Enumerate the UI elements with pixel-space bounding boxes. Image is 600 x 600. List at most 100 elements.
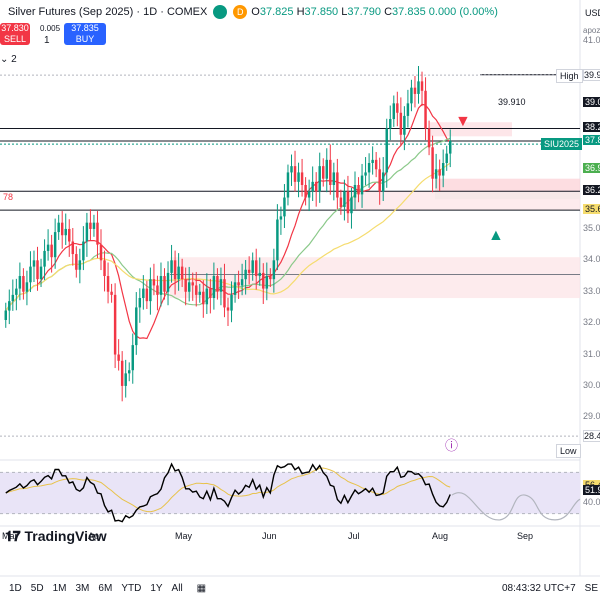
candle-body — [138, 298, 142, 308]
price-tick-35.6: 35.6 — [583, 204, 600, 215]
candle-body — [314, 181, 318, 192]
candle-body — [367, 163, 371, 173]
price-tick-36.9: 36.9 — [583, 163, 600, 174]
quantity-value[interactable]: 1 — [44, 35, 50, 46]
candle-body — [223, 279, 226, 308]
candle-body — [371, 159, 374, 164]
candle-body — [336, 172, 339, 198]
candle-body — [96, 222, 99, 245]
calendar-icon[interactable]: ▦ — [196, 582, 207, 594]
candle-body — [311, 181, 314, 192]
candle-body — [212, 276, 216, 299]
zone-1 — [435, 178, 580, 192]
flash-icon[interactable]: ⓘ — [445, 438, 459, 453]
tradingview-logo: 𝟏𝟕 TradingView — [5, 528, 107, 544]
candle-body — [413, 87, 417, 94]
candle-body — [78, 260, 82, 270]
price-tick-35.0: 35.0 — [583, 222, 600, 233]
spread-value: 0.005 — [40, 24, 61, 33]
symbol-tag: SIU2025 — [541, 138, 583, 150]
candle-body — [272, 260, 276, 280]
x-label-apr: Apr — [88, 531, 103, 541]
range-3m[interactable]: 3M — [75, 582, 90, 594]
candle-body — [449, 141, 452, 154]
x-label-sep: Sep — [517, 531, 534, 541]
candle-body — [233, 282, 237, 295]
range-6m[interactable]: 6M — [98, 582, 113, 594]
candle-body — [410, 87, 413, 104]
candle-body — [170, 260, 173, 273]
candle-body — [237, 282, 240, 286]
candle-body — [403, 115, 406, 135]
range-1y[interactable]: 1Y — [150, 582, 163, 594]
candle-body — [385, 128, 388, 173]
candle-body — [60, 222, 64, 236]
price-tick-32.0: 32.0 — [583, 317, 600, 328]
candle-body — [290, 166, 293, 173]
candle-body — [106, 276, 110, 292]
symbol-title[interactable]: Silver Futures (Sep 2025) · 1D · COMEX — [8, 6, 208, 18]
candle-body — [43, 250, 46, 267]
range-all[interactable]: All — [171, 582, 183, 594]
level-left-label: 78 — [3, 192, 14, 202]
candle-body — [339, 197, 343, 207]
candle-body — [219, 279, 223, 292]
candle-body — [357, 184, 360, 195]
candle-body — [297, 172, 300, 182]
candle-body — [71, 241, 75, 255]
candle-body — [11, 294, 15, 302]
candle-body — [216, 276, 219, 292]
sell-button[interactable]: 37.830 SELL — [0, 23, 30, 45]
range-5d[interactable]: 5D — [30, 582, 44, 594]
zone-4 — [345, 191, 580, 211]
candle-body — [329, 159, 332, 185]
x-label-jun: Jun — [262, 531, 277, 541]
candle-body — [195, 285, 198, 295]
sell-label: SELL — [3, 34, 27, 44]
candle-body — [378, 169, 381, 192]
candle-body — [346, 191, 350, 214]
price-tick-38.2: 38.2 — [583, 122, 600, 133]
candle-body — [32, 260, 36, 267]
candle-body — [374, 159, 378, 170]
candle-body — [68, 228, 71, 242]
delay-icon: D — [233, 5, 248, 19]
candle-body — [82, 241, 85, 261]
market-open-icon — [213, 5, 228, 19]
candle-body — [8, 301, 11, 311]
candle-body — [350, 197, 353, 214]
candle-body — [318, 166, 321, 192]
bottom-toolbar: 1D 5D 1M 3M 6M YTD 1Y All ▦ 08:43:32 UTC… — [0, 576, 600, 600]
candle-body — [92, 222, 96, 229]
candle-body — [262, 272, 265, 289]
candle-body — [254, 260, 258, 277]
clock-readout[interactable]: 08:43:32 UTC+7 — [501, 582, 576, 594]
candle-body — [50, 244, 53, 258]
low-tag: Low — [556, 444, 581, 458]
candle-body — [117, 354, 120, 361]
candle-body — [191, 282, 194, 286]
candle-body — [381, 172, 385, 192]
candle-body — [163, 276, 166, 292]
indicator-count[interactable]: ⌄ 2 — [0, 54, 17, 65]
candle-body — [205, 288, 209, 305]
currency-label[interactable]: USD — [585, 8, 600, 18]
buy-button[interactable]: 37.835 BUY — [64, 23, 106, 45]
candle-body — [149, 279, 152, 302]
range-1m[interactable]: 1M — [52, 582, 67, 594]
candle-body — [424, 90, 427, 129]
buy-label: BUY — [75, 34, 95, 44]
down-arrow-icon: ▼ — [455, 113, 471, 130]
candle-body — [353, 184, 357, 198]
candle-body — [39, 266, 43, 280]
range-1d[interactable]: 1D — [9, 582, 22, 594]
candle-body — [427, 128, 431, 148]
range-ytd[interactable]: YTD — [121, 582, 142, 594]
candle-body — [131, 345, 134, 371]
candle-body — [244, 269, 247, 280]
candle-body — [258, 272, 261, 277]
candle-body — [389, 119, 392, 129]
candle-body — [251, 260, 254, 273]
candle-body — [438, 169, 441, 176]
